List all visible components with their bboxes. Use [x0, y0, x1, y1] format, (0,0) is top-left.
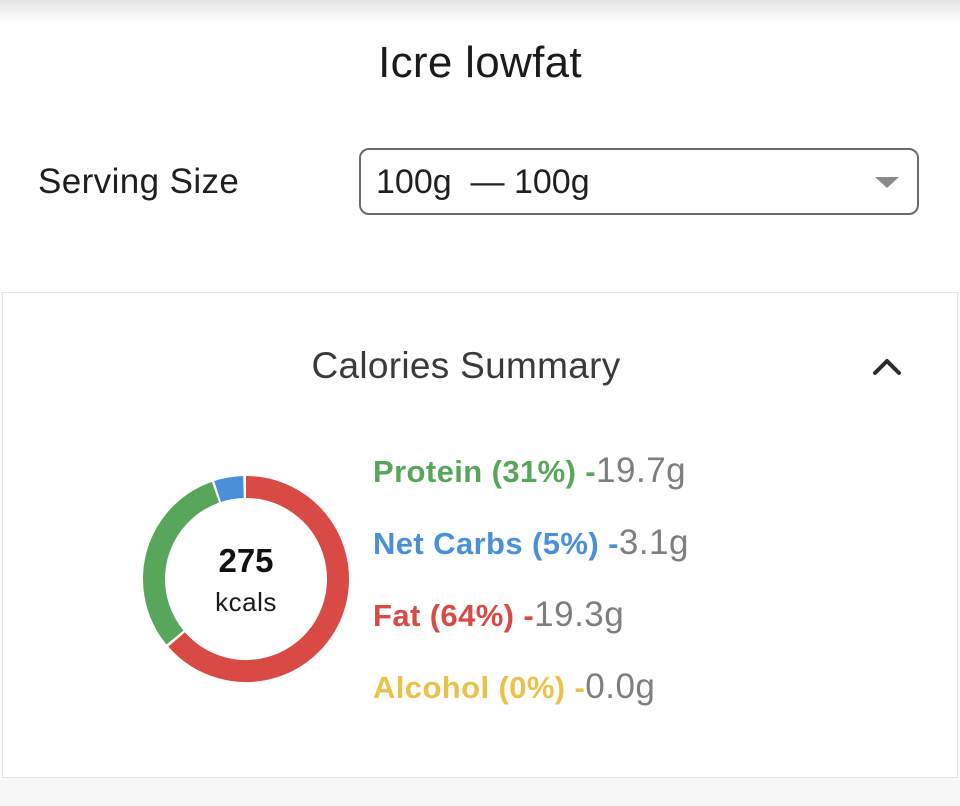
macro-separator: - [565, 670, 586, 705]
food-title: Icre lowfat [378, 38, 582, 87]
macro-breakdown-list: Protein (31%) -19.7g Net Carbs (5%) -3.1… [373, 451, 689, 739]
macro-amount: 19.3g [534, 595, 625, 634]
macro-amount: 3.1g [618, 523, 689, 562]
calories-summary-title: Calories Summary [311, 345, 621, 386]
calories-donut-chart [143, 476, 349, 682]
macro-row-fat: Fat (64%) -19.3g [373, 595, 689, 667]
calories-unit-label: kcals [215, 587, 277, 617]
serving-size-value: 100g — 100g [376, 163, 590, 201]
macro-amount: 19.7g [596, 451, 687, 490]
macro-label: Protein (31%) [373, 454, 577, 489]
serving-size-label: Serving Size [38, 162, 240, 201]
macro-separator: - [514, 598, 535, 633]
donut-segment [143, 476, 349, 682]
macro-label: Net Carbs (5%) [373, 526, 600, 561]
header-shadow [0, 0, 960, 22]
collapse-button[interactable] [861, 341, 913, 393]
serving-size-select[interactable]: 100g — 100g [359, 148, 919, 215]
macro-row-net-carbs: Net Carbs (5%) -3.1g [373, 523, 689, 595]
macro-row-alcohol: Alcohol (0%) -0.0g [373, 667, 689, 739]
macro-label: Alcohol (0%) [373, 670, 566, 705]
calories-summary-card: Calories Summary 275 kcals Protein (31%)… [2, 292, 958, 778]
page-bottom-strip [0, 780, 960, 806]
macro-separator: - [599, 526, 619, 561]
total-calories-value: 275 [218, 542, 274, 579]
macro-row-protein: Protein (31%) -19.7g [373, 451, 689, 523]
donut-segment [143, 476, 349, 682]
dropdown-arrow-icon [875, 177, 899, 188]
chevron-up-icon [873, 359, 901, 375]
macro-label: Fat (64%) [373, 598, 515, 633]
macro-separator: - [576, 454, 597, 489]
macro-amount: 0.0g [585, 667, 656, 706]
